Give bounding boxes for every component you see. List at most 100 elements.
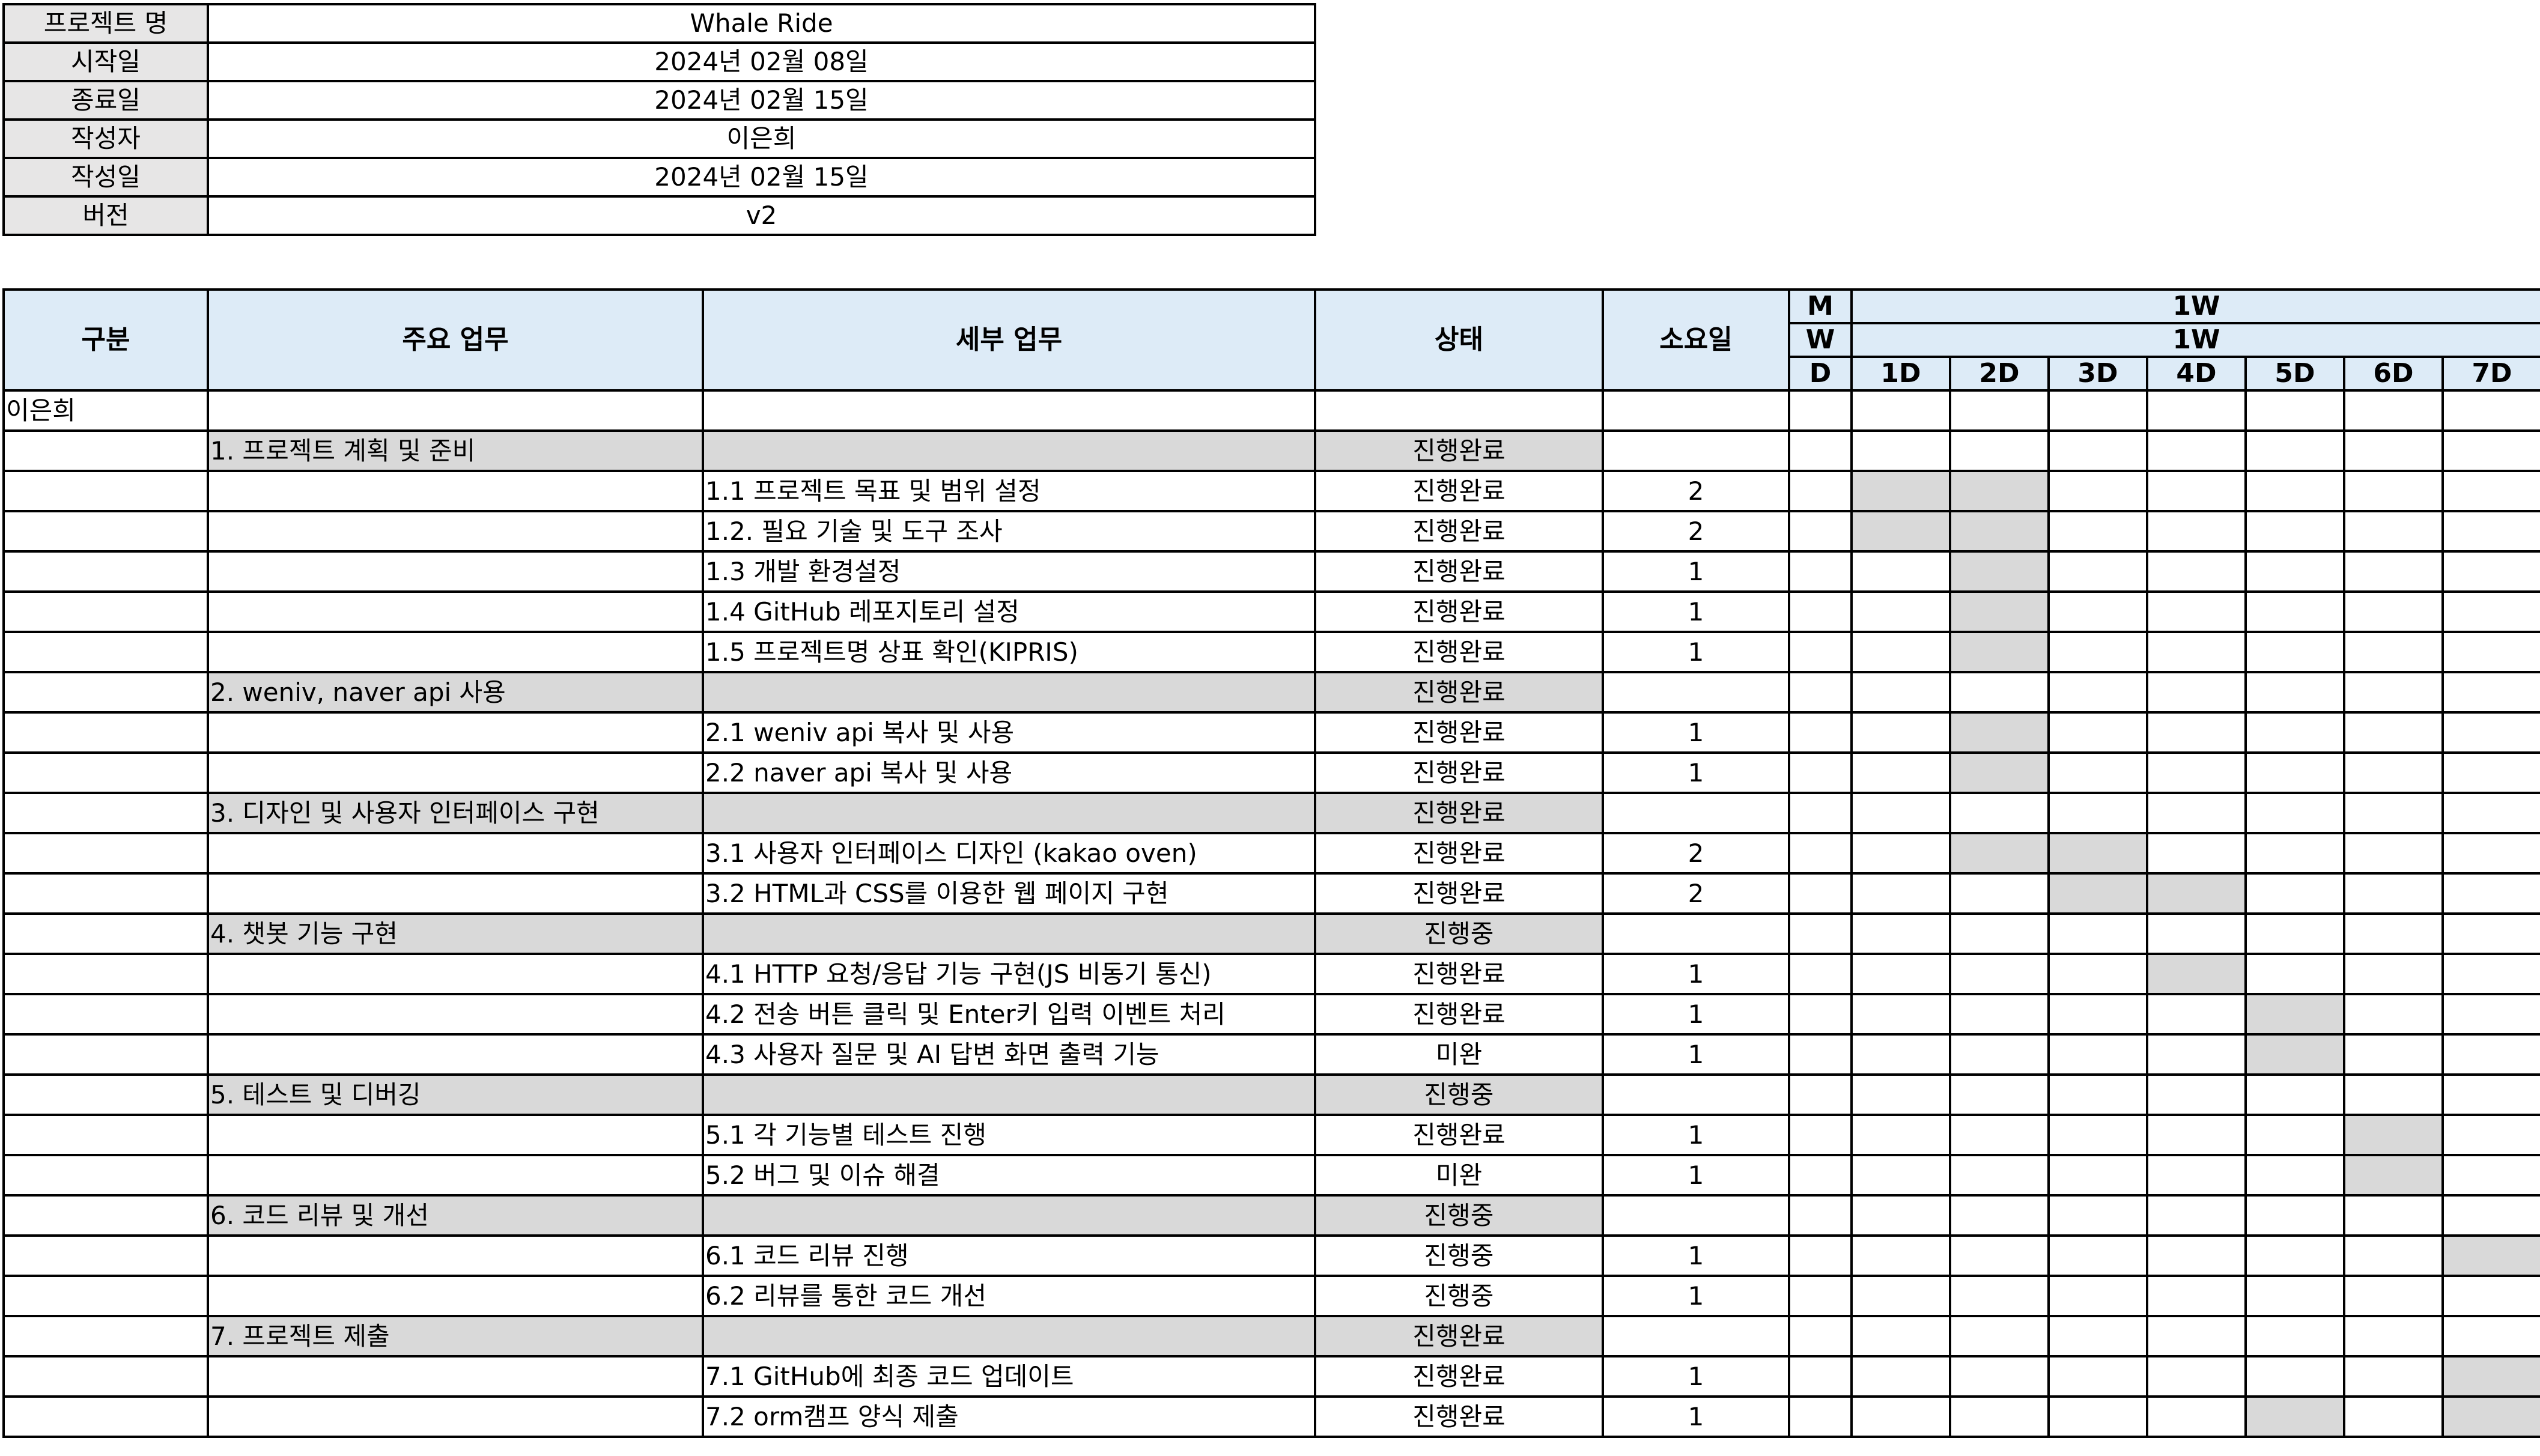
main-task-cell (207, 1275, 704, 1317)
header-month-span: 1W (1850, 288, 2540, 324)
day-cell (2146, 1275, 2247, 1317)
section-row: 7. 프로젝트 제출 진행완료 (2, 1315, 2540, 1357)
day-cell (1850, 832, 1951, 875)
duration-cell: 1 (1602, 590, 1790, 633)
day-cell (2244, 1275, 2345, 1317)
header-category: 구분 (2, 288, 209, 392)
info-value: Whale Ride (207, 3, 1316, 44)
sub-task-cell (702, 1315, 1316, 1357)
day-cell (1850, 429, 1951, 472)
info-row: 작성일 2024년 02월 15일 (2, 157, 1316, 198)
day-cell (1949, 1315, 2050, 1357)
duration-cell: 1 (1602, 1275, 1790, 1317)
duration-cell: 1 (1602, 751, 1790, 794)
duration-cell: 1 (1602, 631, 1790, 673)
day-cell (2047, 1154, 2148, 1197)
duration-cell: 2 (1602, 470, 1790, 512)
duration-cell (1602, 792, 1790, 834)
d-cell (1788, 1355, 1853, 1398)
info-label: 작성자 (2, 118, 209, 159)
info-label: 종료일 (2, 80, 209, 121)
day-cell (2441, 590, 2540, 633)
day-cell (2047, 1033, 2148, 1076)
day-cell (2343, 1033, 2444, 1076)
info-row: 작성자 이은희 (2, 118, 1316, 159)
task-row: 6.1 코드 리뷰 진행 진행중 1 (2, 1234, 2540, 1277)
info-label: 작성일 (2, 157, 209, 198)
day-cell (2047, 1073, 2148, 1116)
category-cell (2, 550, 209, 593)
day-cell (2047, 550, 2148, 593)
day-cell (2343, 470, 2444, 512)
category-cell (2, 1073, 209, 1116)
sub-task-cell: 1.5 프로젝트명 상표 확인(KIPRIS) (702, 631, 1316, 673)
status-cell: 진행완료 (1314, 711, 1604, 754)
d-cell (1788, 1395, 1853, 1438)
status-cell: 진행완료 (1314, 751, 1604, 794)
d-cell (1788, 671, 1853, 714)
day-cell (2047, 1275, 2148, 1317)
day-cell (2146, 792, 2247, 834)
task-row: 1.1 프로젝트 목표 및 범위 설정 진행완료 2 (2, 470, 2540, 512)
header-day: 4D (2146, 356, 2247, 392)
main-task-cell (207, 631, 704, 673)
empty-cell (1602, 389, 1790, 432)
category-cell (2, 1355, 209, 1398)
header-w: W (1788, 322, 1853, 358)
day-cell (2146, 751, 2247, 794)
day-cell (2146, 832, 2247, 875)
day-cell (2047, 792, 2148, 834)
day-cell (2244, 1355, 2345, 1398)
day-cell (1949, 1355, 2050, 1398)
category-cell (2, 711, 209, 754)
day-cell (2343, 1234, 2444, 1277)
category-cell (2, 470, 209, 512)
d-cell (1788, 751, 1853, 794)
main-task-cell (207, 550, 704, 593)
d-cell (1788, 1033, 1853, 1076)
day-cell (2047, 993, 2148, 1036)
day-cell (1949, 1114, 2050, 1156)
category-cell (2, 1033, 209, 1076)
day-cell (2146, 470, 2247, 512)
main-task-cell: 5. 테스트 및 디버깅 (207, 1073, 704, 1116)
task-row: 1.4 GitHub 레포지토리 설정 진행완료 1 (2, 590, 2540, 633)
gantt-bar-cell (1949, 590, 2050, 633)
info-label: 버전 (2, 195, 209, 236)
category-cell (2, 751, 209, 794)
main-task-cell (207, 590, 704, 633)
day-cell (2343, 1275, 2444, 1317)
day-cell (2244, 751, 2345, 794)
gantt-table: 구분 주요 업무 세부 업무 상태 소요일 M 1W W 1W D 1D 2D 3D… (2, 288, 2540, 1438)
status-cell: 진행중 (1314, 1194, 1604, 1237)
category-cell (2, 993, 209, 1036)
day-cell (2441, 711, 2540, 754)
duration-cell (1602, 429, 1790, 472)
day-cell (2441, 550, 2540, 593)
gantt-bar-cell (2244, 1033, 2345, 1076)
day-cell (2047, 953, 2148, 995)
day-cell (1949, 1275, 2050, 1317)
main-task-cell: 7. 프로젝트 제출 (207, 1315, 704, 1357)
main-task-cell (207, 993, 704, 1036)
day-cell (2343, 751, 2444, 794)
day-cell (1949, 792, 2050, 834)
gantt-bar-cell (1850, 470, 1951, 512)
category-cell (2, 631, 209, 673)
day-cell (2146, 1234, 2247, 1277)
day-cell (2441, 912, 2540, 955)
duration-cell: 2 (1602, 510, 1790, 553)
section-row: 2. weniv, naver api 사용 진행완료 (2, 671, 2540, 714)
main-task-cell (207, 832, 704, 875)
status-cell: 진행완료 (1314, 429, 1604, 472)
day-cell (1850, 1234, 1951, 1277)
header-status: 상태 (1314, 288, 1604, 392)
header-sub-task: 세부 업무 (702, 288, 1316, 392)
day-cell (2343, 711, 2444, 754)
day-cell (1850, 953, 1951, 995)
day-cell (2047, 1194, 2148, 1237)
d-cell (1788, 510, 1853, 553)
d-cell (1788, 1073, 1853, 1116)
empty-cell (1949, 389, 2050, 432)
duration-cell: 1 (1602, 993, 1790, 1036)
